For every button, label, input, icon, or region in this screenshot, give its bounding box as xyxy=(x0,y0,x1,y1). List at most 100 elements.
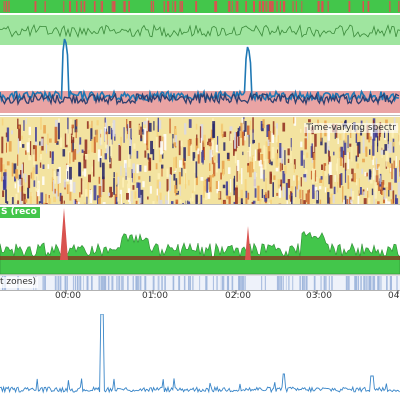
spectrogram-cell xyxy=(382,187,386,192)
spectrogram-cell xyxy=(310,143,314,158)
spectrogram-cell xyxy=(387,162,390,168)
spectrogram-cell xyxy=(161,164,164,169)
spectrogram-cell xyxy=(120,166,122,176)
spectrogram-cell xyxy=(377,201,380,204)
spectrogram-cell xyxy=(394,168,397,183)
spectrogram-cell xyxy=(187,140,191,156)
spectrogram-cell xyxy=(297,185,300,192)
spectrogram-cell xyxy=(125,172,127,180)
spectrogram-cell xyxy=(259,199,262,204)
spectrogram-cell xyxy=(81,149,84,153)
spectrogram-cell xyxy=(359,187,362,195)
spectrogram-cell xyxy=(247,164,250,173)
spectrogram-cell xyxy=(258,142,260,152)
zone-marker xyxy=(172,276,175,290)
spectrogram-cell xyxy=(360,120,363,125)
spectrogram-cell xyxy=(158,195,160,204)
spectrogram-cell xyxy=(382,180,385,185)
spectrogram-cell xyxy=(194,178,196,192)
spectrogram-cell xyxy=(38,201,42,204)
spectrogram-cell xyxy=(350,199,353,204)
spectrogram-cell xyxy=(10,196,13,204)
spectrogram-cell xyxy=(376,170,379,176)
reco-area xyxy=(0,230,400,275)
spectrogram-cell xyxy=(27,175,31,189)
spectrogram-cell xyxy=(346,199,349,204)
spectrogram-cell xyxy=(79,137,82,145)
spectrogram-cell xyxy=(20,135,23,140)
spectrogram-cell xyxy=(95,129,98,143)
spectrogram-cell xyxy=(279,143,282,159)
spectrogram-cell xyxy=(190,144,193,162)
spectrogram-cell xyxy=(1,136,4,154)
spectrogram-cell xyxy=(55,119,58,131)
spectrogram-cell xyxy=(115,172,118,185)
spectrogram-cell xyxy=(357,196,360,204)
spectrogram-cell xyxy=(215,162,218,173)
spectrogram-cell xyxy=(306,152,309,158)
spectrogram-cell xyxy=(389,158,392,174)
spectrogram-cell xyxy=(303,174,307,178)
spectrogram-cell xyxy=(212,139,214,156)
spectrogram-cell xyxy=(45,193,47,204)
spectrogram-cell xyxy=(126,177,128,181)
spectrogram-cell xyxy=(253,171,257,188)
spectrogram-cell xyxy=(383,149,385,155)
spectrogram-cell xyxy=(62,203,65,204)
spectrogram-cell xyxy=(71,135,73,144)
detail-signal-line xyxy=(0,314,400,394)
spectrogram-cell xyxy=(179,186,181,196)
spectrogram-cell xyxy=(356,142,359,146)
event-marker xyxy=(150,1,153,12)
spectrogram-cell xyxy=(83,202,87,204)
zone-marker xyxy=(377,276,380,290)
spectrogram-cell xyxy=(129,121,132,128)
spectrogram-cell xyxy=(100,129,103,145)
zone-marker xyxy=(137,276,139,290)
spectrogram-cell xyxy=(342,186,344,203)
spectrogram-cell xyxy=(273,126,276,137)
event-marker xyxy=(269,1,271,12)
zone-marker xyxy=(242,276,244,290)
zone-marker xyxy=(164,276,166,290)
spectrogram-cell xyxy=(377,136,379,147)
spectrogram-cell xyxy=(344,133,347,143)
zone-marker xyxy=(354,276,356,290)
spectrogram-cell xyxy=(188,119,192,128)
spectrogram-cell xyxy=(42,176,45,185)
spectrogram-cell xyxy=(194,158,197,173)
spectrogram-cell xyxy=(315,177,318,184)
zone-marker xyxy=(240,276,242,290)
spectrogram-cell xyxy=(381,182,384,195)
spectrogram-cell xyxy=(81,181,84,197)
event-marker xyxy=(301,1,303,12)
spectrogram-cell xyxy=(372,138,375,156)
spectrogram-cell xyxy=(173,157,176,171)
spectrogram-cell xyxy=(138,176,141,180)
spectrogram-cell xyxy=(337,158,339,175)
spectrogram-cell xyxy=(17,118,19,129)
spectrogram-cell xyxy=(156,179,159,196)
spectrogram-cell xyxy=(273,175,276,180)
spectrogram-cell xyxy=(215,181,218,189)
event-marker xyxy=(398,1,400,12)
spectrogram-cell xyxy=(32,167,35,174)
spectrogram-cell xyxy=(367,197,371,204)
spectrogram-cell xyxy=(338,147,342,158)
spectrogram-cell xyxy=(365,146,368,157)
event-marker xyxy=(195,1,198,12)
spectrogram-cell xyxy=(275,166,279,172)
spectrogram-cell xyxy=(115,183,118,187)
zone-marker xyxy=(161,276,163,290)
spectrogram-cell xyxy=(51,151,54,164)
zone-marker xyxy=(119,276,121,290)
zone-marker xyxy=(365,276,367,290)
spectrogram-cell xyxy=(23,193,26,204)
spectrogram-cell xyxy=(63,179,66,188)
zone-marker xyxy=(107,276,109,290)
spectrogram-cell xyxy=(384,144,388,151)
spectrogram-cell xyxy=(104,153,107,160)
spectrogram-cell xyxy=(398,133,400,145)
spectrogram-cell xyxy=(6,142,7,153)
spectrogram-cell xyxy=(27,187,30,199)
